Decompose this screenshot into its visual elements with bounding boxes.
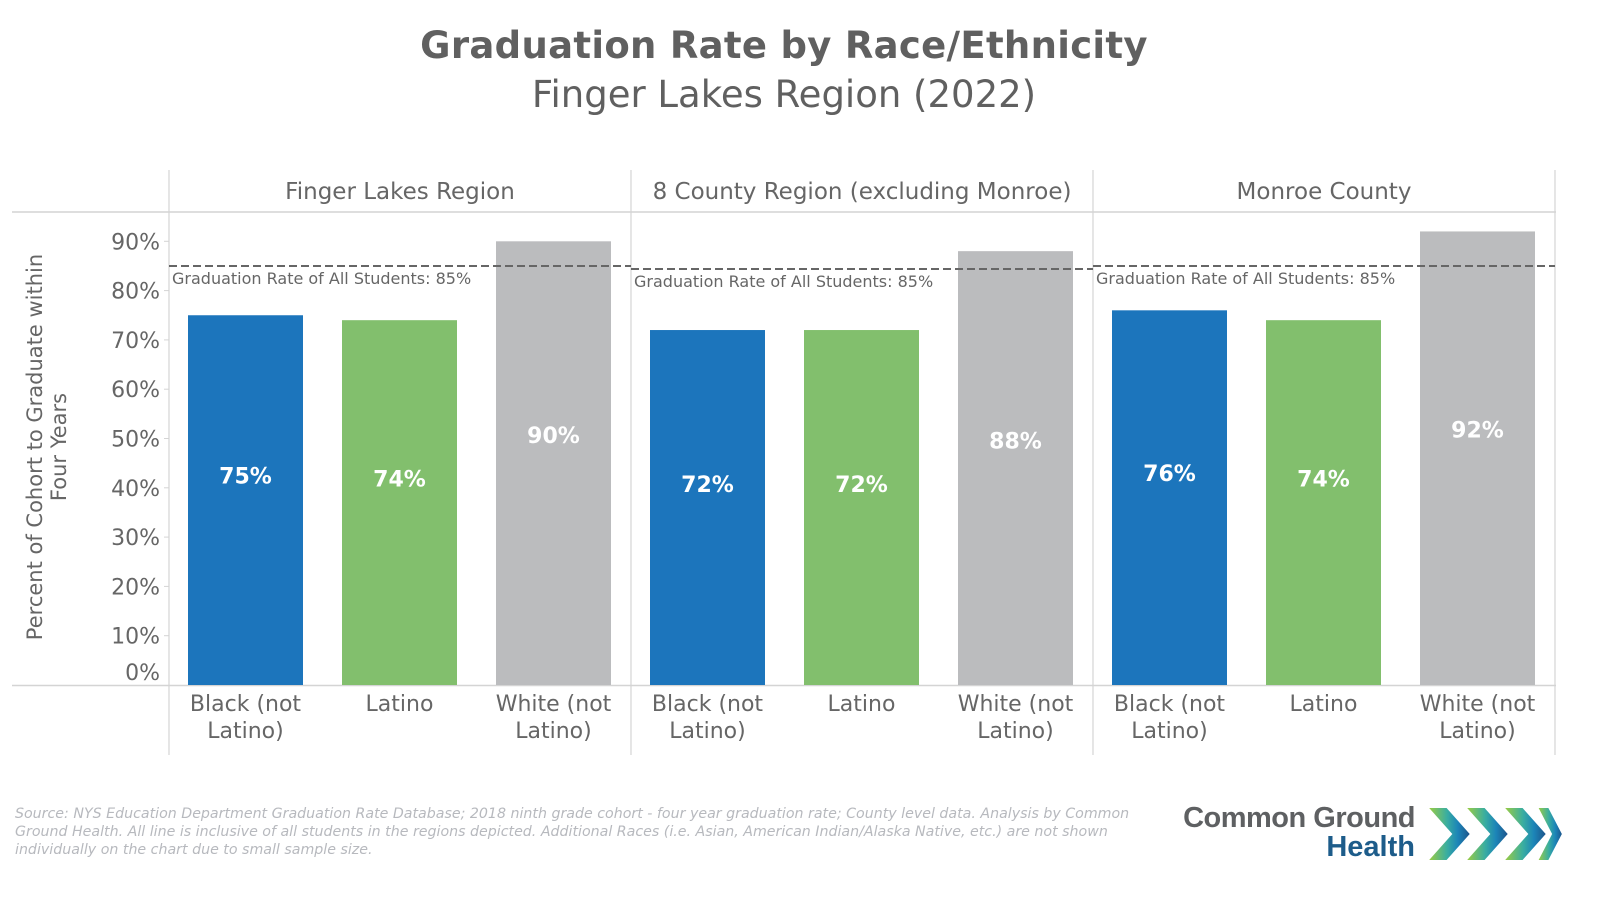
y-tick-label: 70% bbox=[111, 329, 160, 354]
x-category-label: Latino) bbox=[207, 719, 283, 744]
source-note: Source: NYS Education Department Graduat… bbox=[15, 806, 1130, 858]
panel-header: Finger Lakes Region bbox=[285, 179, 515, 205]
bar bbox=[958, 251, 1073, 685]
reference-line-label: Graduation Rate of All Students: 85% bbox=[634, 272, 933, 291]
bar bbox=[1420, 231, 1535, 685]
y-tick-label: 90% bbox=[111, 230, 160, 255]
x-category-label: Latino) bbox=[1131, 719, 1207, 744]
bar bbox=[650, 330, 765, 685]
x-category-label: Black (not bbox=[652, 692, 764, 717]
bar bbox=[342, 320, 457, 685]
bar-value-label: 92% bbox=[1451, 419, 1504, 444]
y-tick-label: 30% bbox=[111, 526, 160, 551]
common-ground-health-logo: Common Ground Health bbox=[1175, 800, 1565, 865]
bar-value-label: 72% bbox=[835, 473, 888, 498]
bar bbox=[188, 315, 303, 685]
y-axis-title-line2: Four Years bbox=[47, 393, 71, 501]
y-tick-label: 20% bbox=[111, 575, 160, 600]
x-category-label: Black (not bbox=[1114, 692, 1226, 717]
x-category-label: Latino) bbox=[669, 719, 745, 744]
chart-subtitle: Finger Lakes Region (2022) bbox=[531, 73, 1037, 116]
panel-header: 8 County Region (excluding Monroe) bbox=[653, 179, 1072, 205]
panel-header: Monroe County bbox=[1237, 179, 1412, 205]
reference-line-label: Graduation Rate of All Students: 85% bbox=[172, 269, 471, 288]
bar bbox=[496, 241, 611, 686]
chevrons-icon bbox=[1425, 806, 1565, 862]
bar-value-label: 88% bbox=[989, 429, 1042, 454]
logo-text-line2: Health bbox=[1326, 831, 1415, 863]
x-category-label: Latino) bbox=[977, 719, 1053, 744]
x-category-label: Latino) bbox=[1439, 719, 1515, 744]
y-tick-label: 0% bbox=[125, 661, 160, 686]
reference-line-label: Graduation Rate of All Students: 85% bbox=[1096, 269, 1395, 288]
x-category-label: Latino bbox=[828, 692, 896, 717]
x-category-label: Latino bbox=[366, 692, 434, 717]
chart-title: Graduation Rate by Race/Ethnicity bbox=[420, 24, 1148, 67]
bar-value-label: 74% bbox=[1297, 467, 1350, 492]
x-category-label: Black (not bbox=[190, 692, 302, 717]
x-category-label: Latino bbox=[1290, 692, 1358, 717]
y-axis-title-line1: Percent of Cohort to Graduate within bbox=[23, 254, 47, 640]
chart-frame bbox=[12, 170, 1556, 755]
y-axis: Percent of Cohort to Graduate withinFour… bbox=[23, 230, 169, 686]
bar-value-label: 75% bbox=[219, 465, 272, 490]
y-tick-label: 80% bbox=[111, 280, 160, 305]
x-category-label: White (not bbox=[958, 692, 1074, 717]
x-category-label: Latino) bbox=[515, 719, 591, 744]
y-tick-label: 40% bbox=[111, 477, 160, 502]
bar bbox=[1266, 320, 1381, 685]
bar-value-label: 74% bbox=[373, 467, 426, 492]
y-tick-label: 10% bbox=[111, 625, 160, 650]
bar-chart: Percent of Cohort to Graduate withinFour… bbox=[12, 170, 1556, 755]
logo-text-line1: Common Ground bbox=[1183, 802, 1415, 834]
panel-2: 8 County Region (excluding Monroe) 72% Bla… bbox=[631, 179, 1093, 744]
x-category-label: White (not bbox=[496, 692, 612, 717]
bar-value-label: 76% bbox=[1143, 462, 1196, 487]
bar bbox=[1112, 310, 1227, 685]
bar-value-label: 72% bbox=[681, 473, 734, 498]
bar-value-label: 90% bbox=[527, 424, 580, 449]
x-category-label: White (not bbox=[1420, 692, 1536, 717]
y-tick-label: 60% bbox=[111, 378, 160, 403]
y-axis-title: Percent of Cohort to Graduate withinFour… bbox=[23, 254, 71, 640]
y-tick-label: 50% bbox=[111, 428, 160, 453]
bar bbox=[804, 330, 919, 685]
